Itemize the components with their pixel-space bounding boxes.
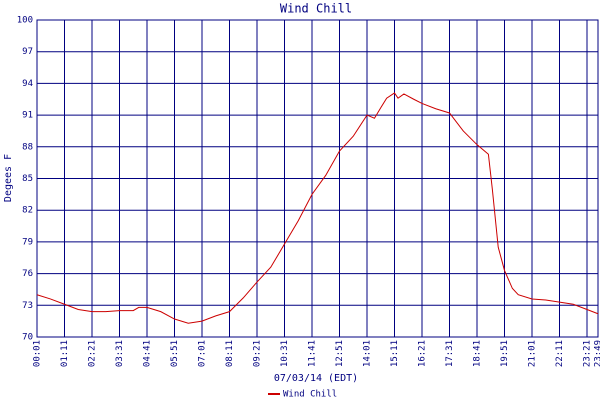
x-tick-label: 23:49 [594, 340, 600, 367]
x-tick-label: 19:51 [500, 340, 510, 367]
x-tick-label: 07:01 [198, 340, 208, 367]
x-tick-label: 04:41 [143, 340, 153, 367]
y-tick-label: 85 [22, 174, 33, 184]
x-tick-label: 09:21 [253, 340, 263, 367]
x-tick-label: 23:21 [583, 340, 593, 367]
x-tick-label: 22:11 [555, 340, 565, 367]
y-tick-label: 70 [22, 333, 33, 343]
x-tick-label: 14:01 [363, 340, 373, 367]
data-line [36, 92, 599, 324]
x-tick-label: 05:51 [170, 340, 180, 367]
y-tick-label: 97 [22, 47, 33, 57]
legend-label: Wind Chill [283, 390, 337, 400]
x-tick-label: 10:31 [280, 340, 290, 367]
y-tick-label: 73 [22, 301, 33, 311]
y-axis-label: Degees F [3, 154, 14, 202]
x-axis-label: 07/03/14 (EDT) [274, 373, 358, 384]
x-tick-label: 21:01 [528, 340, 538, 367]
y-tick-label: 100 [17, 16, 33, 26]
y-tick-label: 91 [22, 111, 33, 121]
x-tick-label: 01:11 [60, 340, 70, 367]
x-tick-label: 18:41 [473, 340, 483, 367]
x-tick-label: 11:41 [308, 340, 318, 367]
x-tick-label: 02:21 [88, 340, 98, 367]
x-tick-label: 03:31 [115, 340, 125, 367]
x-tick-label: 15:11 [390, 340, 400, 367]
y-tick-label: 79 [22, 237, 33, 247]
y-tick-label: 82 [22, 206, 33, 216]
chart-title: Wind Chill [280, 2, 352, 16]
x-tick-label: 08:11 [225, 340, 235, 367]
x-tick-label: 00:01 [33, 340, 43, 367]
y-tick-label: 88 [22, 142, 33, 152]
x-tick-label: 16:21 [418, 340, 428, 367]
y-tick-label: 76 [22, 269, 33, 279]
y-tick-label: 94 [22, 79, 33, 89]
x-tick-label: 17:31 [445, 340, 455, 367]
x-tick-label: 12:51 [335, 340, 345, 367]
